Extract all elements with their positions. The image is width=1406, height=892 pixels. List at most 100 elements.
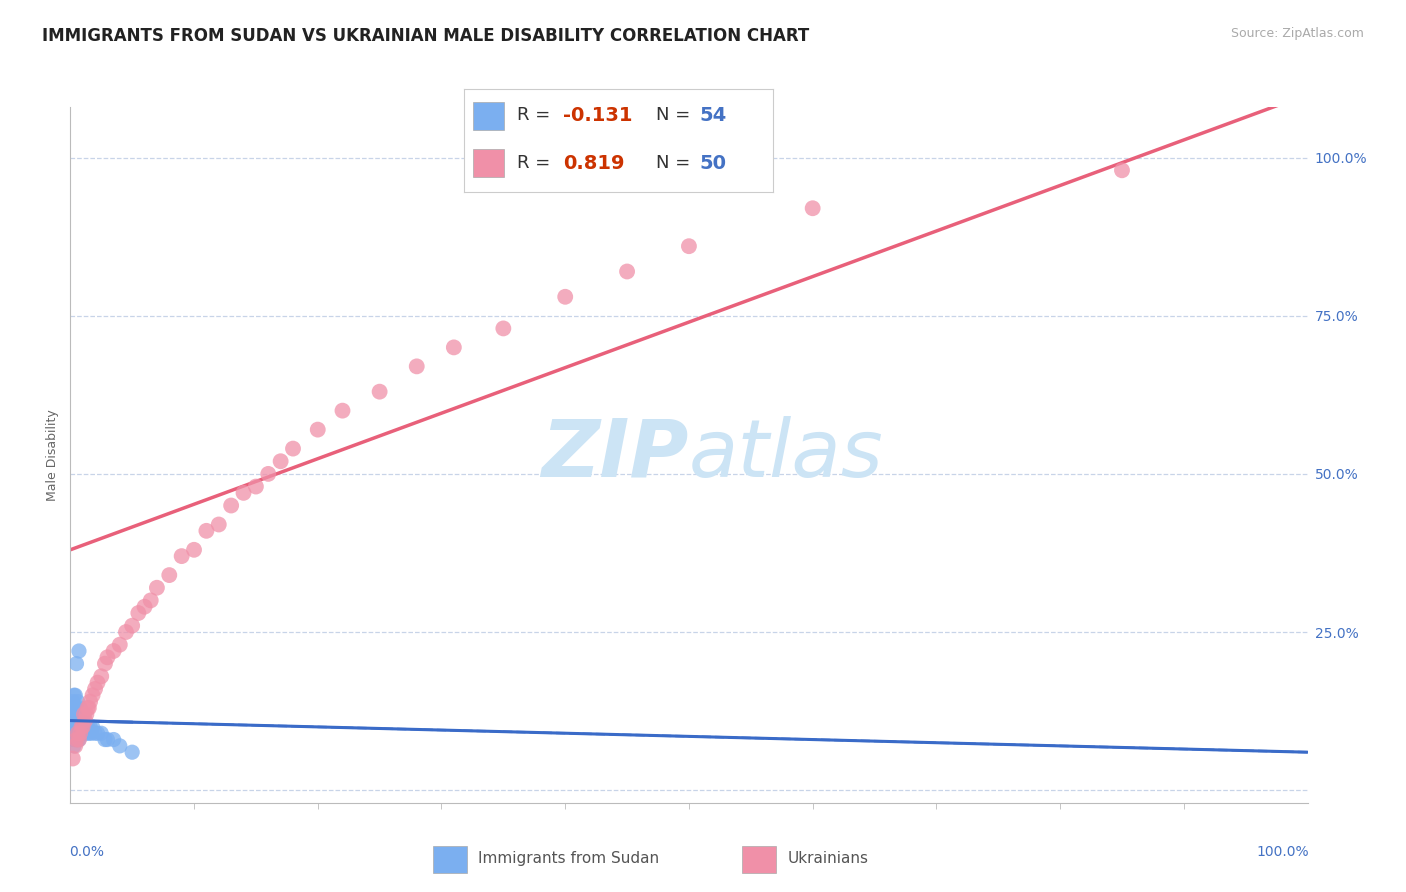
Text: N =: N =: [655, 106, 696, 124]
Text: IMMIGRANTS FROM SUDAN VS UKRAINIAN MALE DISABILITY CORRELATION CHART: IMMIGRANTS FROM SUDAN VS UKRAINIAN MALE …: [42, 27, 810, 45]
Text: atlas: atlas: [689, 416, 884, 494]
Point: [65, 688, 87, 702]
Point: [492, 321, 515, 335]
Point: [79, 695, 101, 709]
Text: N =: N =: [655, 154, 696, 172]
Point: [65, 714, 87, 728]
Point: [108, 638, 131, 652]
Point: [60, 720, 83, 734]
Point: [96, 650, 118, 665]
Point: [405, 359, 427, 374]
Point: [84, 726, 107, 740]
Point: [307, 423, 329, 437]
Point: [76, 720, 98, 734]
Point: [62, 751, 84, 765]
Point: [82, 688, 104, 702]
Point: [84, 681, 107, 696]
Point: [62, 695, 84, 709]
Point: [94, 732, 117, 747]
Point: [65, 739, 87, 753]
Point: [90, 726, 112, 740]
Point: [219, 499, 242, 513]
Point: [616, 264, 638, 278]
Point: [270, 454, 292, 468]
Text: -0.131: -0.131: [562, 106, 633, 125]
Point: [443, 340, 465, 354]
Point: [65, 732, 87, 747]
Point: [67, 732, 90, 747]
Point: [79, 720, 101, 734]
Point: [146, 581, 169, 595]
Point: [678, 239, 700, 253]
Point: [67, 720, 90, 734]
Point: [65, 657, 87, 671]
Point: [62, 732, 84, 747]
Y-axis label: Male Disability: Male Disability: [46, 409, 59, 500]
Point: [66, 732, 89, 747]
Point: [75, 720, 97, 734]
Text: 100.0%: 100.0%: [1256, 845, 1309, 858]
FancyBboxPatch shape: [433, 847, 467, 873]
Point: [232, 486, 254, 500]
FancyBboxPatch shape: [474, 102, 505, 130]
Point: [82, 720, 104, 734]
Point: [76, 701, 98, 715]
Point: [69, 726, 91, 740]
Point: [183, 542, 205, 557]
Point: [90, 669, 112, 683]
Point: [66, 726, 89, 740]
Text: 50: 50: [699, 153, 725, 172]
Point: [195, 524, 218, 538]
Text: 0.0%: 0.0%: [69, 845, 104, 858]
Point: [77, 726, 100, 740]
Point: [65, 701, 87, 715]
Point: [72, 720, 94, 734]
Point: [75, 707, 97, 722]
Text: Source: ZipAtlas.com: Source: ZipAtlas.com: [1230, 27, 1364, 40]
Point: [115, 625, 138, 640]
Text: R =: R =: [516, 154, 555, 172]
Point: [65, 732, 87, 747]
Point: [66, 720, 89, 734]
Point: [65, 720, 87, 734]
Point: [94, 657, 117, 671]
Point: [127, 606, 149, 620]
Point: [63, 688, 86, 702]
Point: [65, 726, 87, 740]
Text: Immigrants from Sudan: Immigrants from Sudan: [478, 851, 659, 866]
Point: [554, 290, 576, 304]
Text: 54: 54: [699, 106, 727, 125]
Text: Ukrainians: Ukrainians: [787, 851, 869, 866]
Point: [69, 701, 91, 715]
Point: [65, 714, 87, 728]
Point: [73, 707, 96, 722]
Point: [257, 467, 280, 481]
Point: [67, 707, 90, 722]
Point: [208, 517, 231, 532]
Point: [77, 701, 100, 715]
Point: [103, 644, 125, 658]
Point: [75, 726, 97, 740]
Point: [75, 714, 97, 728]
Point: [70, 707, 93, 722]
Point: [62, 720, 84, 734]
Point: [139, 593, 162, 607]
Text: 0.819: 0.819: [562, 153, 624, 172]
Point: [62, 707, 84, 722]
Point: [63, 739, 86, 753]
Point: [1111, 163, 1133, 178]
Point: [245, 479, 267, 493]
Point: [73, 707, 96, 722]
Point: [67, 644, 90, 658]
Point: [70, 726, 93, 740]
Point: [66, 695, 89, 709]
Point: [332, 403, 354, 417]
Point: [63, 720, 86, 734]
Point: [60, 707, 83, 722]
Point: [121, 745, 143, 759]
Point: [69, 726, 91, 740]
Point: [103, 732, 125, 747]
Point: [86, 726, 108, 740]
Point: [65, 701, 87, 715]
Point: [121, 618, 143, 632]
